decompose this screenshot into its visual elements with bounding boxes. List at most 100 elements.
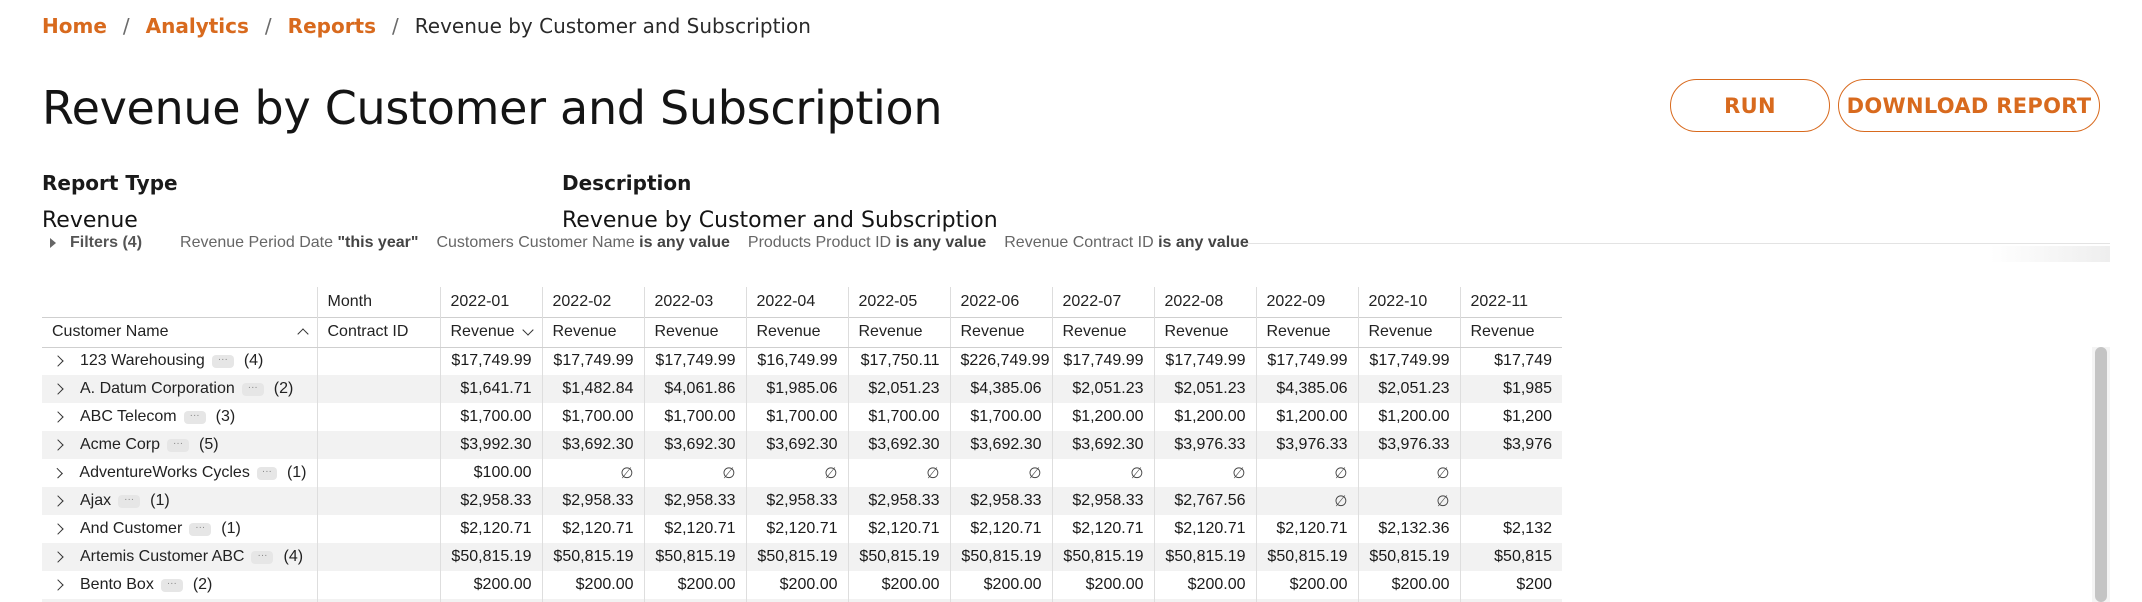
more-options-icon[interactable]: ···: [183, 410, 206, 424]
filter-chip[interactable]: Customers Customer Name is any value: [436, 234, 730, 251]
run-button[interactable]: RUN: [1670, 79, 1830, 132]
revenue-header[interactable]: Revenue: [949, 316, 1052, 348]
vertical-scrollbar[interactable]: [2092, 347, 2110, 602]
revenue-cell: $4,385.06: [949, 375, 1052, 403]
month-header: 2022-03: [643, 287, 746, 317]
expand-chevron-icon[interactable]: [52, 439, 64, 451]
more-options-icon[interactable]: ···: [241, 382, 264, 396]
filters-toggle[interactable]: Filters (4): [70, 234, 143, 251]
contract-id-header[interactable]: Contract ID: [316, 316, 440, 348]
revenue-cell: $1,985: [1459, 375, 1562, 403]
breadcrumb-analytics-link[interactable]: Analytics: [145, 14, 249, 38]
more-options-icon[interactable]: ···: [211, 354, 234, 368]
revenue-header[interactable]: Revenue: [541, 316, 644, 348]
revenue-header[interactable]: Revenue: [847, 316, 950, 348]
revenue-cell: $50,815.19: [1051, 543, 1154, 571]
expand-chevron-icon[interactable]: [52, 383, 64, 395]
expand-chevron-icon[interactable]: [52, 495, 64, 507]
filter-chip[interactable]: Revenue Period Date "this year": [180, 234, 419, 251]
table-row[interactable]: Ajax ··· (1) $2,958.33 $2,958.33 $2,958.33 $2,…: [42, 487, 1562, 515]
customer-name[interactable]: Bento Box: [80, 576, 154, 593]
revenue-cell: $2,120.71: [847, 515, 950, 543]
sort-asc-icon[interactable]: [296, 328, 309, 340]
customer-cell: ABC Telecom ··· (3): [42, 403, 317, 431]
table-row[interactable]: Acme Corp ··· (5) $3,992.30 $3,692.30 $3,692.…: [42, 431, 1562, 459]
revenue-cell: $200: [1459, 571, 1562, 599]
table-row[interactable]: ABC Telecom ··· (3) $1,700.00 $1,700.00 $1,70…: [42, 403, 1562, 431]
breadcrumb-home-link[interactable]: Home: [42, 14, 107, 38]
revenue-header[interactable]: Revenue: [1153, 316, 1256, 348]
customer-name[interactable]: A. Datum Corporation: [80, 380, 235, 397]
customer-name[interactable]: Acme Corp: [80, 436, 161, 453]
report-type-value: Revenue: [42, 208, 138, 233]
customer-name[interactable]: AdventureWorks Cycles: [79, 464, 250, 481]
revenue-cell: $17,749.99: [439, 347, 542, 375]
more-options-icon[interactable]: ···: [251, 550, 274, 564]
revenue-header[interactable]: Revenue: [1051, 316, 1154, 348]
revenue-header[interactable]: Revenue: [1255, 316, 1358, 348]
revenue-cell: $1,700.00: [745, 403, 848, 431]
row-count: (1): [150, 492, 170, 509]
table-row[interactable]: And Customer ··· (1) $2,120.71 $2,120.71 $2,1…: [42, 515, 1562, 543]
breadcrumb-separator: /: [264, 14, 272, 38]
revenue-header[interactable]: Revenue: [745, 316, 848, 348]
expand-chevron-icon[interactable]: [52, 551, 64, 563]
table-row[interactable]: Bento Box ··· (2) $200.00 $200.00 $200.00 $200…: [42, 571, 1562, 599]
table-row[interactable]: 123 Warehousing ··· (4) $17,749.99 $17,749.9…: [42, 347, 1562, 375]
month-header: 2022-11: [1459, 287, 1562, 317]
revenue-header[interactable]: Revenue: [1357, 316, 1460, 348]
expand-triangle-icon[interactable]: [50, 238, 56, 248]
customer-cell: Acme Corp ··· (5): [42, 431, 317, 459]
revenue-cell: $17,749.99: [1153, 347, 1256, 375]
breadcrumb-reports-link[interactable]: Reports: [287, 14, 377, 38]
revenue-cell: $2,958.33: [1051, 487, 1154, 515]
customer-name[interactable]: 123 Warehousing: [80, 352, 205, 370]
download-report-button[interactable]: DOWNLOAD REPORT: [1838, 79, 2100, 132]
revenue-cell: $1,200.00: [1255, 403, 1358, 431]
revenue-cell: $3,976: [1459, 431, 1562, 459]
expand-chevron-icon[interactable]: [52, 579, 64, 591]
revenue-cell: $2,958.33: [949, 487, 1052, 515]
row-count: (4): [283, 548, 304, 565]
customer-cell: Ajax ··· (1): [42, 487, 317, 515]
scrollbar-thumb[interactable]: [2095, 347, 2107, 602]
expand-chevron-icon[interactable]: [52, 523, 64, 535]
revenue-header[interactable]: Revenue: [439, 316, 542, 348]
revenue-cell: $50,815.19: [541, 543, 644, 571]
breadcrumb-separator: /: [122, 14, 130, 38]
table-row[interactable]: Artemis Customer ABC ··· (4) $50,815.19 $50,…: [42, 543, 1562, 571]
more-options-icon[interactable]: ···: [118, 494, 141, 508]
expand-chevron-icon[interactable]: [52, 467, 64, 479]
expand-chevron-icon[interactable]: [52, 411, 64, 423]
customer-name[interactable]: And Customer: [80, 520, 183, 537]
month-header: 2022-02: [541, 287, 644, 317]
more-options-icon[interactable]: ···: [160, 578, 183, 592]
customer-name[interactable]: Artemis Customer ABC: [80, 548, 245, 565]
revenue-header[interactable]: Revenue: [643, 316, 746, 348]
expand-chevron-icon[interactable]: [52, 355, 64, 367]
scroll-fade: [1990, 246, 2110, 262]
revenue-cell: $50,815.19: [643, 543, 746, 571]
customer-cell: Artemis Customer ABC ··· (4): [42, 543, 317, 571]
month-header: 2022-10: [1357, 287, 1460, 317]
null-value-cell: ∅: [949, 459, 1052, 487]
sort-desc-icon[interactable]: [521, 324, 534, 336]
filter-chip[interactable]: Revenue Contract ID is any value: [1004, 234, 1249, 251]
more-options-icon[interactable]: ···: [189, 522, 212, 536]
revenue-cell: $1,700.00: [439, 403, 542, 431]
description-value: Revenue by Customer and Subscription: [562, 208, 998, 233]
table-row[interactable]: AdventureWorks Cycles ··· (1) $100.00 ∅ ∅ ∅ ∅ ∅ ∅…: [42, 459, 1562, 487]
table-row[interactable]: A. Datum Corporation ··· (2) $1,641.71 $1,48…: [42, 375, 1562, 403]
table-row[interactable]: Better Customer···(1)$1,000.00$1,000.00$…: [42, 599, 1562, 602]
customer-name-header[interactable]: Customer Name: [42, 316, 317, 348]
report-type-label: Report Type: [42, 171, 178, 195]
month-header: 2022-05: [847, 287, 950, 317]
customer-name[interactable]: Ajax: [80, 492, 112, 509]
filter-chip[interactable]: Products Product ID is any value: [747, 234, 987, 251]
more-options-icon[interactable]: ···: [256, 466, 277, 480]
more-options-icon[interactable]: ···: [167, 438, 190, 452]
customer-name[interactable]: ABC Telecom: [80, 408, 177, 425]
revenue-cell: $2,958.33: [439, 487, 542, 515]
revenue-cell: $2,958.33: [847, 487, 950, 515]
revenue-header[interactable]: Revenue: [1459, 316, 1562, 348]
